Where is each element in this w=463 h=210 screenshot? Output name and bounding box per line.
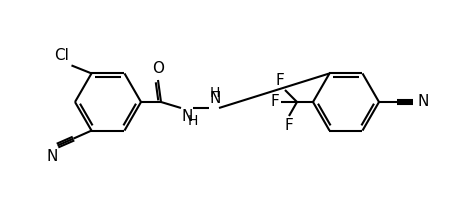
Text: F: F	[275, 73, 283, 88]
Text: H: H	[188, 114, 198, 128]
Text: F: F	[284, 118, 293, 133]
Text: N: N	[181, 109, 193, 124]
Text: H: H	[210, 86, 220, 100]
Text: N: N	[47, 149, 58, 164]
Text: O: O	[152, 61, 163, 76]
Text: Cl: Cl	[55, 49, 69, 63]
Text: N: N	[210, 91, 221, 106]
Text: F: F	[269, 94, 278, 109]
Text: N: N	[417, 94, 428, 109]
